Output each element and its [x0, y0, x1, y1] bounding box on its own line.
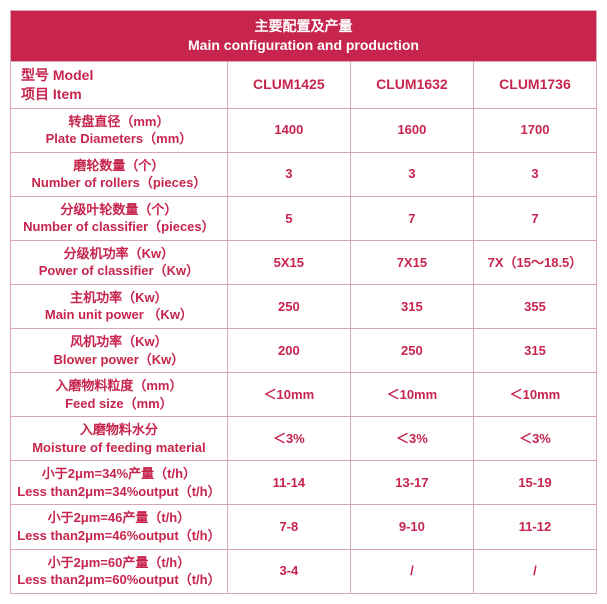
cell-value: 355	[473, 284, 596, 328]
cell-value: 315	[473, 329, 596, 373]
cell-value: 3	[350, 152, 473, 196]
row-label: 分级机功率（Kw）Power of classifier（Kw）	[11, 240, 228, 284]
table-row: 分级叶轮数量（个）Number of classifier（pieces）577	[11, 196, 597, 240]
row-label-cn: 小于2μm=34%产量（t/h）	[13, 465, 225, 483]
row-label: 小于2μm=60产量（t/h）Less than2μm=60%output（t/…	[11, 549, 228, 593]
table-row: 分级机功率（Kw）Power of classifier（Kw）5X157X15…	[11, 240, 597, 284]
row-label-en: Main unit power （Kw）	[13, 306, 225, 324]
row-label-en: Plate Diameters（mm）	[13, 130, 225, 148]
table-row: 入磨物料水分Moisture of feeding material＜3%＜3%…	[11, 417, 597, 461]
row-label-cn: 小于2μm=60产量（t/h）	[13, 554, 225, 572]
cell-value: 11-12	[473, 505, 596, 549]
table-title-cn: 主要配置及产量	[255, 18, 353, 34]
row-label-cn: 风机功率（Kw）	[13, 333, 225, 351]
cell-value: /	[350, 549, 473, 593]
cell-value: 7X15	[350, 240, 473, 284]
cell-value: 7	[350, 196, 473, 240]
row-label-cn: 入磨物料粒度（mm）	[13, 377, 225, 395]
cell-value: ＜10mm	[473, 373, 596, 417]
cell-value: ＜3%	[227, 417, 350, 461]
col-model-1: CLUM1425	[227, 61, 350, 108]
cell-value: 5	[227, 196, 350, 240]
row-label-en: Number of classifier（pieces）	[13, 218, 225, 236]
table-row: 风机功率（Kw）Blower power（Kw）200250315	[11, 329, 597, 373]
row-label-en: Feed size（mm）	[13, 395, 225, 413]
row-label-en: Power of classifier（Kw）	[13, 262, 225, 280]
cell-value: 13-17	[350, 461, 473, 505]
row-label: 主机功率（Kw）Main unit power （Kw）	[11, 284, 228, 328]
row-label: 小于2μm=46产量（t/h）Less than2μm=46%output（t/…	[11, 505, 228, 549]
cell-value: ＜10mm	[227, 373, 350, 417]
cell-value: 315	[350, 284, 473, 328]
row-label-cn: 入磨物料水分	[13, 421, 225, 439]
cell-value: 1600	[350, 108, 473, 152]
cell-value: ＜3%	[473, 417, 596, 461]
cell-value: 3	[227, 152, 350, 196]
cell-value: 200	[227, 329, 350, 373]
row-label: 分级叶轮数量（个）Number of classifier（pieces）	[11, 196, 228, 240]
table-body: 转盘直径（mm）Plate Diameters（mm）140016001700磨…	[11, 108, 597, 593]
row-label-cn: 转盘直径（mm）	[13, 113, 225, 131]
row-label-en: Blower power（Kw）	[13, 351, 225, 369]
cell-value: 7X（15～18.5）	[473, 240, 596, 284]
row-label-cn: 主机功率（Kw）	[13, 289, 225, 307]
cell-value: 15-19	[473, 461, 596, 505]
cell-value: /	[473, 549, 596, 593]
row-label: 磨轮数量（个）Number of rollers（pieces）	[11, 152, 228, 196]
cell-value: ＜10mm	[350, 373, 473, 417]
col-item-cn: 型号 Model	[21, 66, 225, 85]
table-row: 小于2μm=60产量（t/h）Less than2μm=60%output（t/…	[11, 549, 597, 593]
row-label-cn: 磨轮数量（个）	[13, 157, 225, 175]
col-item-en: 项目 Item	[21, 85, 225, 104]
table-row: 小于2μm=46产量（t/h）Less than2μm=46%output（t/…	[11, 505, 597, 549]
table-row: 转盘直径（mm）Plate Diameters（mm）140016001700	[11, 108, 597, 152]
cell-value: 250	[227, 284, 350, 328]
cell-value: 3-4	[227, 549, 350, 593]
row-label: 小于2μm=34%产量（t/h）Less than2μm=34%output（t…	[11, 461, 228, 505]
cell-value: 3	[473, 152, 596, 196]
row-label-cn: 小于2μm=46产量（t/h）	[13, 509, 225, 527]
table-row: 小于2μm=34%产量（t/h）Less than2μm=34%output（t…	[11, 461, 597, 505]
cell-value: 11-14	[227, 461, 350, 505]
table-title-en: Main configuration and production	[188, 37, 419, 53]
cell-value: 1700	[473, 108, 596, 152]
col-model-3: CLUM1736	[473, 61, 596, 108]
col-model-2: CLUM1632	[350, 61, 473, 108]
row-label: 转盘直径（mm）Plate Diameters（mm）	[11, 108, 228, 152]
row-label: 入磨物料水分Moisture of feeding material	[11, 417, 228, 461]
cell-value: 5X15	[227, 240, 350, 284]
table-row: 入磨物料粒度（mm）Feed size（mm）＜10mm＜10mm＜10mm	[11, 373, 597, 417]
spec-table-container: 主要配置及产量 Main configuration and productio…	[10, 10, 597, 594]
row-label-en: Less than2μm=34%output（t/h）	[13, 483, 225, 501]
row-label: 风机功率（Kw）Blower power（Kw）	[11, 329, 228, 373]
row-label-en: Less than2μm=60%output（t/h）	[13, 571, 225, 589]
row-label-en: Moisture of feeding material	[13, 439, 225, 457]
cell-value: 250	[350, 329, 473, 373]
table-row: 主机功率（Kw）Main unit power （Kw）250315355	[11, 284, 597, 328]
cell-value: ＜3%	[350, 417, 473, 461]
cell-value: 9-10	[350, 505, 473, 549]
row-label-en: Number of rollers（pieces）	[13, 174, 225, 192]
col-item: 型号 Model 项目 Item	[11, 61, 228, 108]
row-label-cn: 分级机功率（Kw）	[13, 245, 225, 263]
row-label: 入磨物料粒度（mm）Feed size（mm）	[11, 373, 228, 417]
row-label-cn: 分级叶轮数量（个）	[13, 201, 225, 219]
spec-table: 主要配置及产量 Main configuration and productio…	[10, 10, 597, 594]
row-label-en: Less than2μm=46%output（t/h）	[13, 527, 225, 545]
cell-value: 7-8	[227, 505, 350, 549]
table-title: 主要配置及产量 Main configuration and productio…	[11, 11, 597, 62]
cell-value: 7	[473, 196, 596, 240]
cell-value: 1400	[227, 108, 350, 152]
table-row: 磨轮数量（个）Number of rollers（pieces）333	[11, 152, 597, 196]
